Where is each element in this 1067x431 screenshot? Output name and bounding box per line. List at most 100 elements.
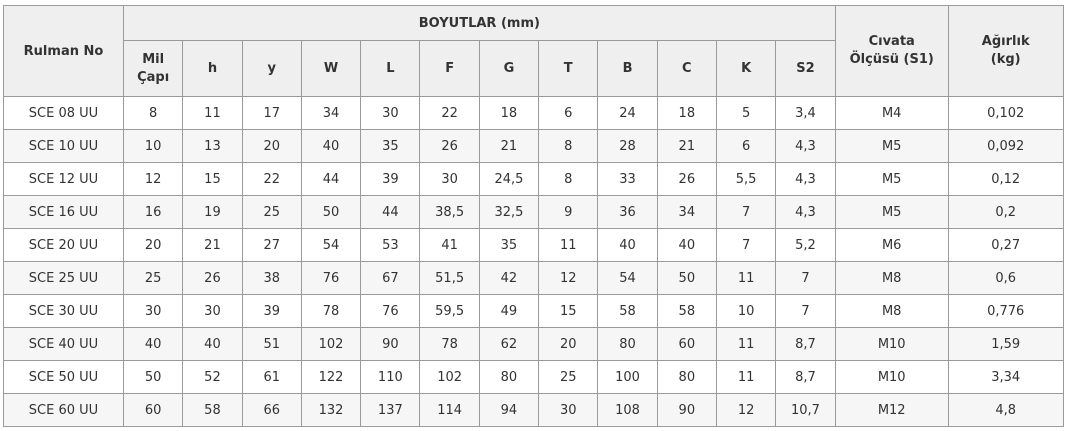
- data-cell: 40: [597, 228, 658, 262]
- data-cell: 1,59: [947, 327, 1064, 361]
- data-cell: 122: [300, 360, 362, 394]
- data-cell: 22: [419, 96, 480, 130]
- data-cell: 12: [715, 393, 777, 427]
- data-cell: 39: [360, 162, 421, 196]
- data-cell: 0,27: [947, 228, 1064, 262]
- header-line: (kg): [990, 52, 1021, 67]
- data-cell: M5: [834, 162, 949, 196]
- header-line: F: [445, 60, 455, 76]
- data-cell: SCE 16 UU: [3, 195, 124, 229]
- data-cell: M5: [834, 195, 949, 229]
- data-cell: 0,6: [947, 261, 1064, 295]
- data-cell: SCE 12 UU: [3, 162, 124, 196]
- data-cell: 8: [538, 129, 599, 163]
- data-cell: 80: [656, 360, 717, 394]
- data-cell: 12: [538, 261, 599, 295]
- data-cell: 137: [360, 393, 421, 427]
- data-cell: 22: [241, 162, 302, 196]
- table-body: SCE 08 UU 8 11 17 34 30 22 18 6 24 18 5 3,4 M4 0,102 SC…: [3, 96, 1064, 427]
- data-cell: 100: [597, 360, 658, 394]
- data-row: SCE 10 UU 10 13 20 40 35 26 21 8 28 21 6 4,3 M5 0,092: [3, 129, 1064, 163]
- data-cell: 20: [241, 129, 302, 163]
- data-cell: 7: [775, 261, 836, 295]
- data-cell: 54: [597, 261, 658, 295]
- header-line: Çapı: [137, 69, 170, 85]
- data-row: SCE 40 UU 40 40 51 102 90 78 62 20 80 60 11 8,7 M10 1,…: [3, 327, 1064, 361]
- data-cell: 39: [241, 294, 302, 328]
- data-cell: M5: [834, 129, 949, 163]
- data-cell: 0,102: [947, 96, 1064, 130]
- data-cell: 40: [656, 228, 717, 262]
- subheader-cell: G: [478, 40, 540, 97]
- data-cell: 7: [715, 228, 777, 262]
- data-cell: 6: [715, 129, 777, 163]
- data-cell: 18: [656, 96, 717, 130]
- header-line: W: [323, 60, 339, 76]
- data-cell: 8: [538, 162, 599, 196]
- data-cell: 61: [241, 360, 302, 394]
- data-cell: M8: [834, 261, 949, 295]
- group-header: BOYUTLAR (mm): [123, 5, 836, 41]
- data-cell: 52: [182, 360, 243, 394]
- data-cell: M10: [834, 327, 949, 361]
- data-cell: M6: [834, 228, 949, 262]
- subheader-cell: F: [419, 40, 480, 97]
- header-line: C: [682, 60, 692, 76]
- data-cell: 59,5: [419, 294, 480, 328]
- data-cell: 10: [122, 129, 184, 163]
- data-cell: 30: [538, 393, 599, 427]
- data-cell: 19: [182, 195, 243, 229]
- data-cell: M8: [834, 294, 949, 328]
- data-cell: 11: [715, 360, 777, 394]
- data-cell: 24: [597, 96, 658, 130]
- data-cell: 21: [656, 129, 717, 163]
- data-cell: SCE 25 UU: [3, 261, 124, 295]
- data-cell: 76: [360, 294, 421, 328]
- data-cell: 40: [122, 327, 184, 361]
- data-cell: 11: [182, 96, 243, 130]
- data-cell: 42: [478, 261, 540, 295]
- header-line: Ölçüsü (S1): [849, 52, 934, 67]
- data-cell: SCE 30 UU: [3, 294, 124, 328]
- data-cell: 30: [360, 96, 421, 130]
- data-cell: M12: [834, 393, 949, 427]
- data-cell: 26: [656, 162, 717, 196]
- data-cell: 49: [478, 294, 540, 328]
- data-cell: 4,3: [775, 195, 836, 229]
- data-cell: 60: [122, 393, 184, 427]
- data-cell: SCE 40 UU: [3, 327, 124, 361]
- subheader-cell: W: [300, 40, 362, 97]
- data-cell: 90: [360, 327, 421, 361]
- subheader-cell: C: [656, 40, 717, 97]
- data-cell: 50: [122, 360, 184, 394]
- data-cell: 34: [656, 195, 717, 229]
- data-cell: 0,776: [947, 294, 1064, 328]
- data-cell: 58: [182, 393, 243, 427]
- data-cell: SCE 10 UU: [3, 129, 124, 163]
- data-cell: 41: [419, 228, 480, 262]
- data-cell: 0,2: [947, 195, 1064, 229]
- data-cell: 80: [478, 360, 540, 394]
- data-cell: 4,3: [775, 162, 836, 196]
- data-cell: 90: [656, 393, 717, 427]
- data-cell: 8,7: [775, 360, 836, 394]
- data-cell: 58: [597, 294, 658, 328]
- data-cell: 16: [122, 195, 184, 229]
- table-container: Rulman No BOYUTLAR (mm) Cıvata Ölçüsü (S1…: [3, 5, 1064, 427]
- data-cell: 66: [241, 393, 302, 427]
- data-cell: 26: [419, 129, 480, 163]
- data-cell: 20: [538, 327, 599, 361]
- data-cell: 108: [597, 393, 658, 427]
- data-cell: 0,12: [947, 162, 1064, 196]
- data-cell: 50: [656, 261, 717, 295]
- data-cell: SCE 08 UU: [3, 96, 124, 130]
- header-line: Cıvata: [868, 34, 915, 49]
- data-cell: M4: [834, 96, 949, 130]
- data-row: SCE 12 UU 12 15 22 44 39 30 24,5 8 33 26 5,5 4,3 M5 0,…: [3, 162, 1064, 196]
- data-cell: 3,4: [775, 96, 836, 130]
- data-cell: 18: [478, 96, 540, 130]
- dimension-table: Rulman No BOYUTLAR (mm) Cıvata Ölçüsü (S1…: [3, 5, 1064, 427]
- data-cell: 24,5: [478, 162, 540, 196]
- data-cell: 4,3: [775, 129, 836, 163]
